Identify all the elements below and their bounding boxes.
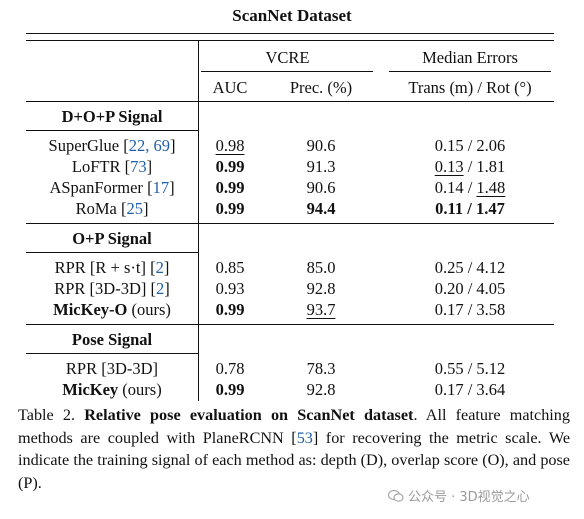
method-name: RPR [3D-3D] [2]	[54, 279, 170, 298]
watermark: 公众号 · 3D视觉之心	[388, 486, 530, 505]
auc-value: 0.99	[215, 178, 245, 197]
caption-label: Table 2.	[18, 406, 76, 424]
section-divider	[26, 223, 554, 224]
method-name: SuperGlue [22, 69]	[48, 136, 176, 155]
method-name: MicKey-O (ours)	[53, 300, 171, 319]
column-vertical-rule	[198, 41, 199, 401]
prec-value: 91.3	[306, 157, 336, 176]
trans-rot-value: 0.13 / 1.81	[434, 157, 506, 176]
prec-value: 85.0	[306, 258, 336, 277]
prec-value: 92.8	[306, 380, 336, 399]
method-name: RoMa [25]	[75, 199, 149, 218]
section-rule-op	[26, 252, 198, 253]
section-label-dop: D+O+P Signal	[61, 107, 163, 126]
method-name: RPR [3D-3D]	[65, 359, 159, 378]
section-label-op: O+P Signal	[72, 229, 152, 248]
prec-value: 78.3	[306, 359, 336, 378]
header-auc: AUC	[212, 78, 248, 97]
caption-bold-title: Relative pose evaluation on ScanNet data…	[84, 406, 414, 424]
vcre-cmidrule	[201, 71, 373, 72]
auc-value: 0.99	[215, 157, 245, 176]
prec-value: 92.8	[306, 279, 336, 298]
section-label-pose: Pose Signal	[71, 330, 153, 349]
trans-rot-value: 0.25 / 4.12	[434, 258, 506, 277]
trans-rot-value: 0.17 / 3.64	[434, 380, 506, 399]
wechat-icon	[388, 489, 404, 502]
header-vcre: VCRE	[265, 48, 310, 67]
top-rule-1	[26, 33, 554, 34]
method-name: RPR [R + s·t] [2]	[54, 258, 170, 277]
prec-value: 93.7	[306, 300, 336, 319]
auc-value: 0.85	[215, 258, 245, 277]
auc-value: 0.93	[215, 279, 245, 298]
prec-value: 90.6	[306, 136, 336, 155]
auc-value: 0.98	[215, 136, 245, 155]
header-bottom-rule	[26, 101, 554, 102]
header-prec: Prec. (%)	[289, 78, 353, 97]
top-rule-2	[26, 40, 554, 41]
method-name: LoFTR [73]	[71, 157, 153, 176]
trans-rot-value: 0.17 / 3.58	[434, 300, 506, 319]
trans-rot-value: 0.55 / 5.12	[434, 359, 506, 378]
method-name: MicKey (ours)	[62, 380, 162, 399]
header-median-errors: Median Errors	[422, 48, 518, 67]
section-divider	[26, 324, 554, 325]
header-trans-rot: Trans (m) / Rot (°)	[408, 78, 532, 97]
auc-value: 0.99	[215, 300, 245, 319]
median-cmidrule	[389, 71, 551, 72]
section-rule-dop	[26, 130, 198, 131]
trans-rot-value: 0.11 / 1.47	[435, 199, 505, 218]
table-caption: Table 2. Relative pose evaluation on Sca…	[18, 406, 570, 492]
method-name: ASpanFormer [17]	[49, 178, 175, 197]
prec-value: 90.6	[306, 178, 336, 197]
prec-value: 94.4	[306, 199, 336, 218]
trans-rot-value: 0.20 / 4.05	[434, 279, 506, 298]
trans-rot-value: 0.15 / 2.06	[434, 136, 506, 155]
auc-value: 0.78	[215, 359, 245, 378]
section-rule-pose	[26, 353, 198, 354]
table-title: ScanNet Dataset	[232, 6, 352, 25]
trans-rot-value: 0.14 / 1.48	[434, 178, 506, 197]
auc-value: 0.99	[215, 199, 245, 218]
auc-value: 0.99	[215, 380, 245, 399]
